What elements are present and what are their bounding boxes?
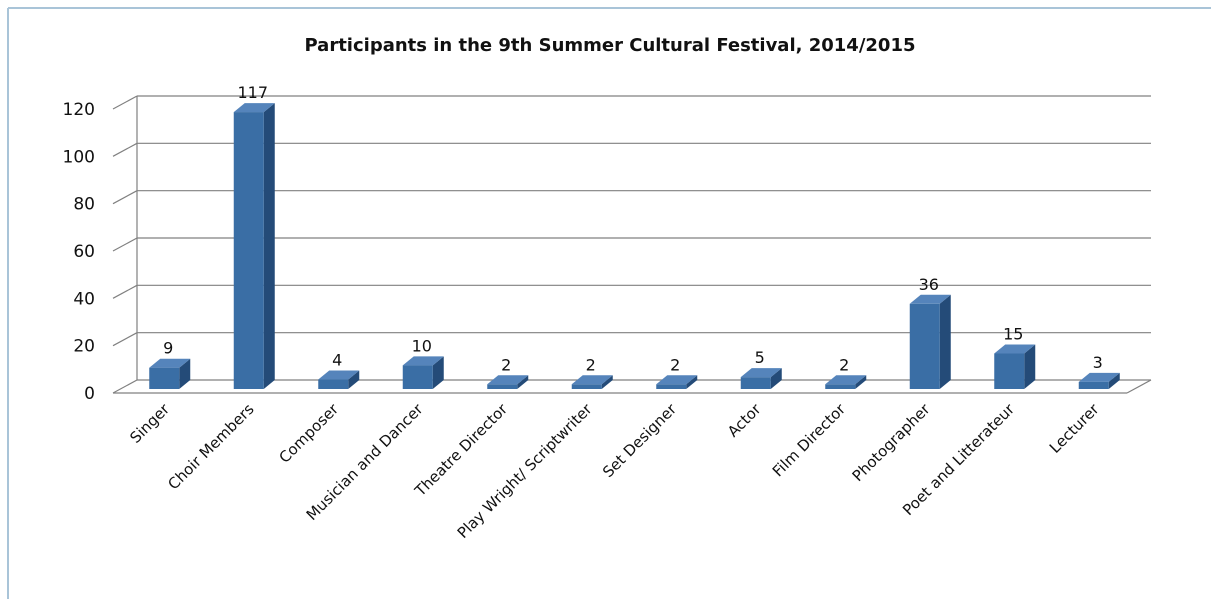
bar [149, 358, 191, 389]
bar [233, 103, 275, 389]
bar-side [263, 103, 275, 389]
bar-side [348, 370, 360, 389]
x-tick-label: Singer [126, 400, 173, 447]
bar [487, 375, 529, 389]
data-label: 4 [332, 351, 342, 370]
bar-top [233, 103, 275, 113]
bar-front [233, 112, 264, 389]
data-label: 5 [755, 348, 765, 367]
bar-side [855, 375, 867, 389]
data-label: 36 [919, 275, 939, 294]
bar-side [601, 375, 613, 389]
bar [1078, 372, 1120, 389]
bar-front [571, 384, 602, 389]
x-tick-label: Composer [275, 400, 342, 467]
bar-front [1078, 381, 1109, 389]
data-label: 2 [586, 355, 596, 374]
bar-side [686, 375, 698, 389]
bar-side [770, 368, 782, 389]
bar [994, 344, 1036, 389]
bar-top [571, 375, 613, 385]
y-tick-label: 60 [73, 242, 95, 262]
bar-front [402, 365, 433, 389]
data-label: 117 [237, 83, 268, 102]
y-tick-label: 20 [73, 337, 95, 357]
bar-front [825, 384, 856, 389]
bar [571, 375, 613, 389]
bar-top [487, 375, 529, 385]
y-tick-label: 120 [63, 100, 95, 120]
bar-top [740, 368, 782, 378]
data-label: 15 [1003, 325, 1023, 344]
bar-side [179, 358, 191, 389]
x-tick-label: Lecturer [1046, 400, 1103, 457]
y-tick-label: 80 [73, 195, 95, 215]
bar-front [909, 303, 940, 389]
bar-top [318, 370, 360, 380]
x-tick-label: Set Designer [599, 400, 681, 482]
bar-top [994, 344, 1036, 354]
x-tick-label: Play Wright/ Scriptwriter [454, 400, 596, 542]
gridline-side [112, 237, 138, 252]
bar-top [149, 358, 191, 368]
bar-front [487, 384, 518, 389]
x-tick-label: Photographer [849, 400, 935, 486]
x-tick-label: Actor [724, 400, 765, 441]
data-label: 2 [670, 355, 680, 374]
y-tick-label: 100 [63, 147, 95, 167]
bar [825, 375, 867, 389]
bar [402, 356, 444, 389]
bar-front [149, 367, 180, 389]
bar-front [994, 353, 1025, 389]
bar-top [656, 375, 698, 385]
data-label: 2 [839, 355, 849, 374]
bar-side [517, 375, 529, 389]
bar-side [939, 294, 951, 389]
gridline-side [112, 190, 138, 205]
gridline-side [112, 379, 138, 394]
bar-front [740, 377, 771, 389]
x-tick-label: Choir Members [164, 400, 257, 493]
data-label: 9 [163, 339, 173, 358]
bar-top [909, 294, 951, 304]
bar [740, 368, 782, 389]
bar [656, 375, 698, 389]
bar-front [656, 384, 687, 389]
gridline-side [112, 142, 138, 157]
bar [909, 294, 951, 389]
gridline-side [112, 332, 138, 347]
bar-top [825, 375, 867, 385]
data-label: 2 [501, 355, 511, 374]
bar [318, 370, 360, 389]
y-tick-label: 0 [84, 384, 95, 404]
gridline-side [112, 284, 138, 299]
bar-top [1078, 372, 1120, 382]
x-tick-label: Film Director [769, 400, 850, 481]
bar-front [318, 379, 349, 389]
floor-right-edge [1126, 379, 1152, 394]
chart-title: Participants in the 9th Summer Cultural … [304, 35, 915, 56]
bar-side [1108, 372, 1120, 389]
bar-top [402, 356, 444, 366]
data-label: 3 [1093, 353, 1103, 372]
y-tick-label: 40 [73, 289, 95, 309]
bar-side [1024, 344, 1036, 389]
bar-side [432, 356, 444, 389]
data-label: 10 [412, 336, 432, 355]
gridline-side [112, 95, 138, 110]
